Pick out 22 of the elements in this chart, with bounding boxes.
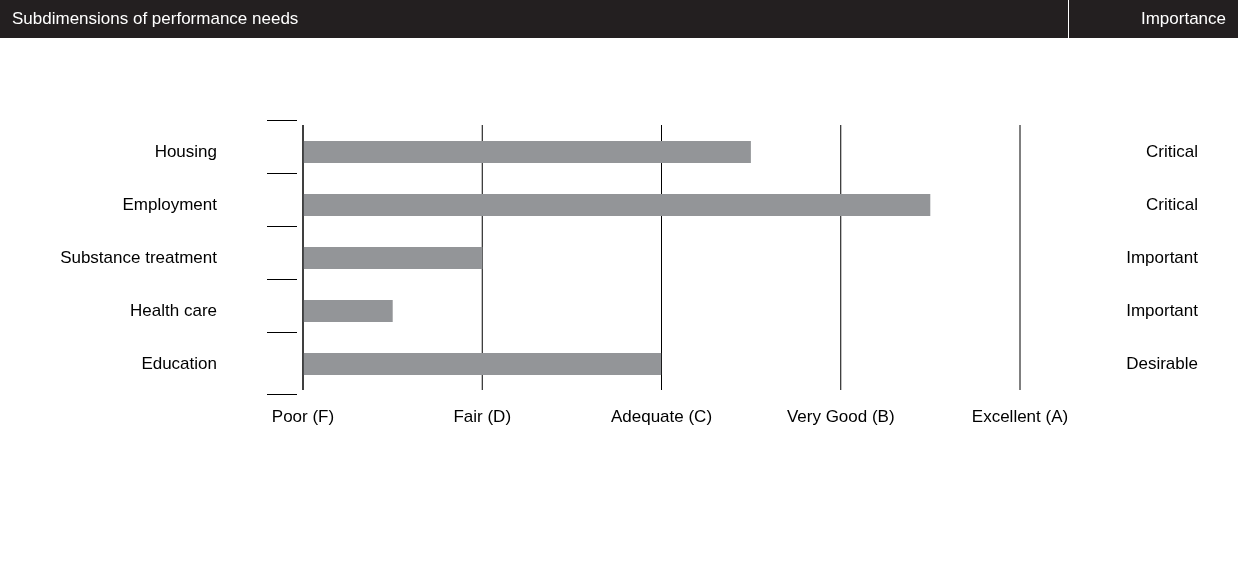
y-tick-label: Education (141, 354, 217, 373)
text: Very Good (B) (786, 407, 895, 427)
bar (303, 194, 931, 216)
y2-tick-label: Important (1126, 248, 1199, 267)
bar (303, 300, 393, 322)
y2-tick-label: Desirable (1126, 354, 1198, 373)
text: Poor (F) (271, 407, 335, 427)
y-tick-label: Substance treatment (60, 248, 218, 267)
y2-tick-label: Critical (1146, 195, 1198, 214)
y-tick-label: Housing (154, 142, 217, 161)
bar (303, 141, 751, 163)
y-tick-label: Health care (130, 301, 217, 320)
text: Importance (1140, 9, 1226, 29)
text: Subdimensions of performance needs (12, 9, 299, 29)
text: Fair (D) (453, 407, 512, 427)
y2-tick-label: Critical (1146, 142, 1198, 161)
y2-tick-label: Important (1126, 301, 1199, 320)
text: Adequate (C) (610, 407, 713, 427)
text: Excellent (A) (971, 407, 1069, 427)
bar (303, 247, 483, 269)
y-tick-label: Employment (122, 195, 218, 214)
bar (303, 353, 662, 375)
